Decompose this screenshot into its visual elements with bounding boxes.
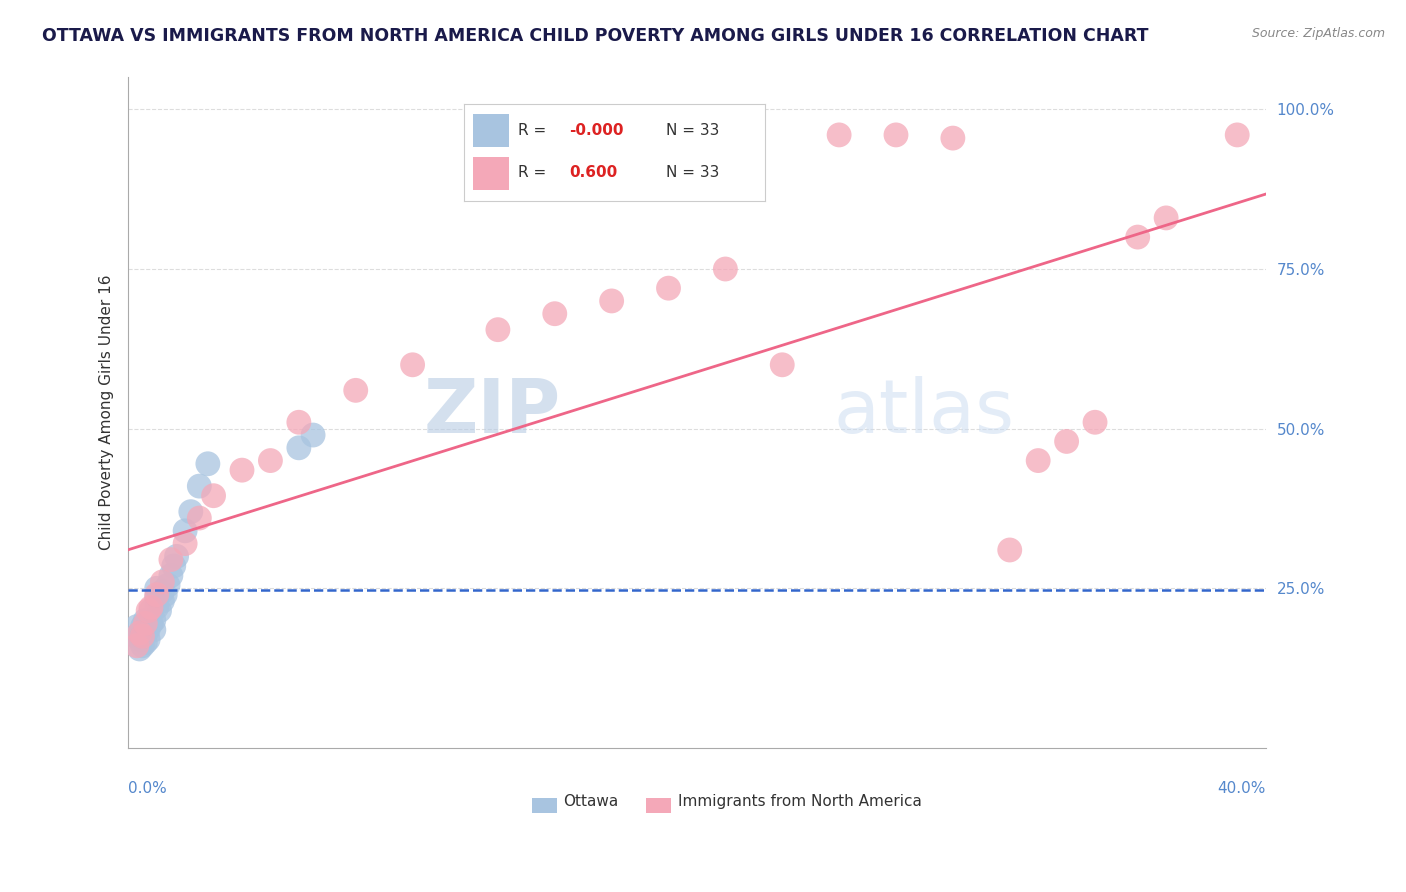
- Text: Ottawa: Ottawa: [562, 794, 619, 809]
- Point: [128, 626, 150, 640]
- Point: [1026, 453, 1049, 467]
- Point: [136, 604, 159, 618]
- Point: [828, 128, 851, 142]
- Point: [160, 552, 183, 566]
- Point: [302, 428, 325, 442]
- Point: [134, 613, 156, 627]
- Point: [188, 511, 211, 525]
- Point: [128, 632, 150, 647]
- Y-axis label: Child Poverty Among Girls Under 16: Child Poverty Among Girls Under 16: [100, 275, 114, 550]
- Point: [148, 604, 170, 618]
- Point: [174, 536, 197, 550]
- Point: [131, 619, 153, 633]
- Point: [998, 543, 1021, 558]
- Point: [1126, 230, 1149, 244]
- Point: [131, 639, 153, 653]
- Point: [145, 582, 167, 596]
- Point: [150, 594, 173, 608]
- Point: [145, 591, 167, 605]
- Point: [544, 307, 567, 321]
- Point: [131, 629, 153, 643]
- Point: [1056, 434, 1078, 449]
- Text: ZIP: ZIP: [423, 376, 561, 450]
- Point: [486, 323, 509, 337]
- Point: [134, 626, 156, 640]
- Point: [202, 489, 225, 503]
- Point: [125, 629, 148, 643]
- Point: [288, 415, 311, 429]
- Point: [125, 639, 148, 653]
- Point: [188, 479, 211, 493]
- Text: Immigrants from North America: Immigrants from North America: [678, 794, 921, 809]
- Point: [1226, 128, 1249, 142]
- Point: [344, 384, 367, 398]
- Point: [288, 441, 311, 455]
- Point: [139, 616, 162, 631]
- Point: [942, 131, 965, 145]
- Point: [600, 293, 623, 308]
- Text: Source: ZipAtlas.com: Source: ZipAtlas.com: [1251, 27, 1385, 40]
- Point: [131, 629, 153, 643]
- Text: atlas: atlas: [834, 376, 1015, 450]
- Point: [128, 642, 150, 657]
- Point: [231, 463, 253, 477]
- FancyBboxPatch shape: [645, 798, 671, 813]
- Point: [166, 549, 188, 564]
- Point: [157, 578, 180, 592]
- Point: [160, 568, 183, 582]
- Point: [136, 623, 159, 637]
- Point: [145, 588, 167, 602]
- Point: [401, 358, 423, 372]
- Point: [174, 524, 197, 538]
- Point: [155, 588, 177, 602]
- FancyBboxPatch shape: [531, 798, 557, 813]
- Point: [134, 616, 156, 631]
- Point: [163, 558, 186, 573]
- Point: [134, 635, 156, 649]
- Text: OTTAWA VS IMMIGRANTS FROM NORTH AMERICA CHILD POVERTY AMONG GIRLS UNDER 16 CORRE: OTTAWA VS IMMIGRANTS FROM NORTH AMERICA …: [42, 27, 1149, 45]
- Point: [145, 600, 167, 615]
- Point: [714, 262, 737, 277]
- Text: 40.0%: 40.0%: [1218, 781, 1265, 797]
- Point: [197, 457, 219, 471]
- Point: [125, 619, 148, 633]
- Point: [1154, 211, 1177, 225]
- Point: [770, 358, 793, 372]
- Point: [139, 604, 162, 618]
- Point: [150, 584, 173, 599]
- Point: [180, 505, 202, 519]
- Point: [657, 281, 679, 295]
- Point: [884, 128, 907, 142]
- Point: [1084, 415, 1107, 429]
- Point: [142, 613, 165, 627]
- Point: [150, 574, 173, 589]
- Point: [139, 600, 162, 615]
- Text: 0.0%: 0.0%: [128, 781, 167, 797]
- Point: [136, 632, 159, 647]
- Point: [259, 453, 281, 467]
- Point: [142, 623, 165, 637]
